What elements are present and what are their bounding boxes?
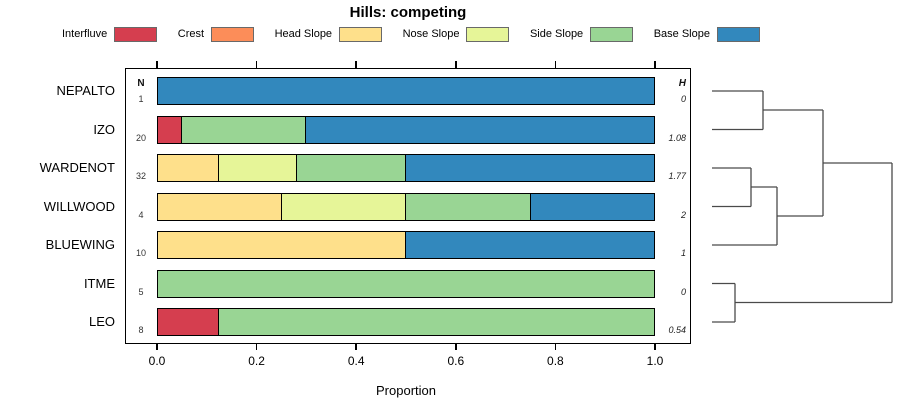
- bar-segment-nose-slope: [219, 154, 298, 182]
- axis-tick-bottom: [355, 343, 357, 350]
- legend: Interfluve Crest Head Slope Nose Slope Side …: [62, 26, 760, 42]
- bar-segment-nose-slope: [281, 192, 406, 221]
- legend-swatch: [114, 26, 158, 42]
- legend-label: Head Slope: [274, 28, 333, 40]
- n-column-header: N: [137, 78, 145, 89]
- h-column-header: H: [678, 78, 686, 89]
- axis-tick-top: [654, 61, 656, 68]
- legend-swatch: [466, 26, 510, 42]
- bar-segment-head-slope: [157, 231, 406, 259]
- bar-segment-base-slope: [530, 192, 655, 221]
- bar-segment-side-slope: [297, 154, 406, 182]
- legend-item-interfluve: Interfluve: [62, 26, 158, 42]
- axis-tick-label: 0.6: [447, 354, 465, 368]
- bar-segment-side-slope: [157, 269, 655, 298]
- legend-label: Nose Slope: [402, 28, 460, 40]
- legend-item-crest: Crest: [177, 26, 255, 42]
- bar-segment-head-slope: [157, 154, 220, 182]
- legend-label: Base Slope: [653, 28, 710, 40]
- bar-segment-side-slope: [219, 308, 655, 336]
- axis-tick-top: [156, 61, 158, 68]
- bar-segment-interfluve: [157, 308, 220, 336]
- axis-tick-label: 0.0: [148, 354, 166, 368]
- axis-tick-label: 1.0: [646, 354, 664, 368]
- legend-swatch: [211, 26, 255, 42]
- legend-swatch: [339, 26, 383, 42]
- stacked-bar: [157, 308, 655, 336]
- stacked-bar: [157, 115, 655, 144]
- axis-tick-bottom: [554, 343, 557, 350]
- chart-title: Hills: competing: [349, 4, 467, 21]
- axis-tick-top: [455, 61, 457, 68]
- h-value: 0: [680, 286, 686, 297]
- legend-item-base-slope: Base Slope: [653, 26, 760, 42]
- category-label: ITME: [83, 275, 115, 291]
- stacked-bar: [157, 269, 655, 298]
- axis-tick-top: [255, 61, 258, 68]
- bar-segment-base-slope: [406, 154, 655, 182]
- stacked-bar: [157, 192, 655, 221]
- category-label: WARDENOT: [39, 160, 115, 175]
- bar-segment-base-slope: [157, 77, 655, 105]
- h-value: 2: [680, 209, 686, 220]
- n-value: 1: [138, 94, 144, 104]
- legend-swatch: [716, 26, 760, 42]
- category-label: WILLWOOD: [43, 198, 115, 214]
- stacked-bar: [157, 77, 655, 105]
- axis-tick-label: 0.8: [547, 354, 564, 368]
- category-label: IZO: [93, 121, 115, 137]
- axis-tick-bottom: [654, 343, 656, 350]
- h-value: 1.08: [668, 132, 686, 143]
- n-value: 8: [138, 325, 144, 335]
- legend-label: Interfluve: [62, 28, 108, 40]
- legend-item-side-slope: Side Slope: [529, 26, 634, 42]
- h-value: 1: [680, 248, 686, 258]
- bar-segment-base-slope: [406, 231, 655, 259]
- h-value: 1.77: [668, 171, 686, 181]
- bar-segment-base-slope: [306, 115, 655, 144]
- axis-tick-top: [355, 61, 357, 68]
- bar-segment-interfluve: [157, 115, 182, 144]
- stacked-bar: [157, 231, 655, 259]
- h-value: 0.54: [668, 325, 686, 335]
- category-label: NEPALTO: [56, 83, 115, 98]
- legend-label: Crest: [177, 28, 205, 40]
- n-value: 10: [135, 248, 146, 258]
- axis-tick-bottom: [156, 343, 158, 350]
- category-label: BLUEWING: [45, 237, 115, 252]
- n-value: 4: [138, 209, 144, 220]
- axis-tick-label: 0.2: [248, 354, 265, 368]
- bar-segment-side-slope: [181, 115, 307, 144]
- legend-label: Side Slope: [529, 28, 584, 40]
- stacked-bar: [157, 154, 655, 182]
- h-value: 0: [680, 94, 686, 104]
- axis-tick-bottom: [255, 343, 258, 350]
- n-value: 5: [138, 286, 144, 297]
- n-value: 32: [135, 171, 146, 181]
- axis-tick-top: [554, 61, 557, 68]
- bar-segment-head-slope: [157, 192, 282, 221]
- legend-item-nose-slope: Nose Slope: [402, 26, 510, 42]
- bar-segment-side-slope: [406, 192, 531, 221]
- n-value: 20: [135, 132, 146, 143]
- axis-tick-label: 0.4: [347, 354, 365, 368]
- legend-item-head-slope: Head Slope: [274, 26, 383, 42]
- x-axis-title: Proportion: [376, 383, 436, 398]
- axis-tick-bottom: [455, 343, 457, 350]
- legend-swatch: [590, 26, 634, 42]
- category-label: LEO: [88, 314, 115, 329]
